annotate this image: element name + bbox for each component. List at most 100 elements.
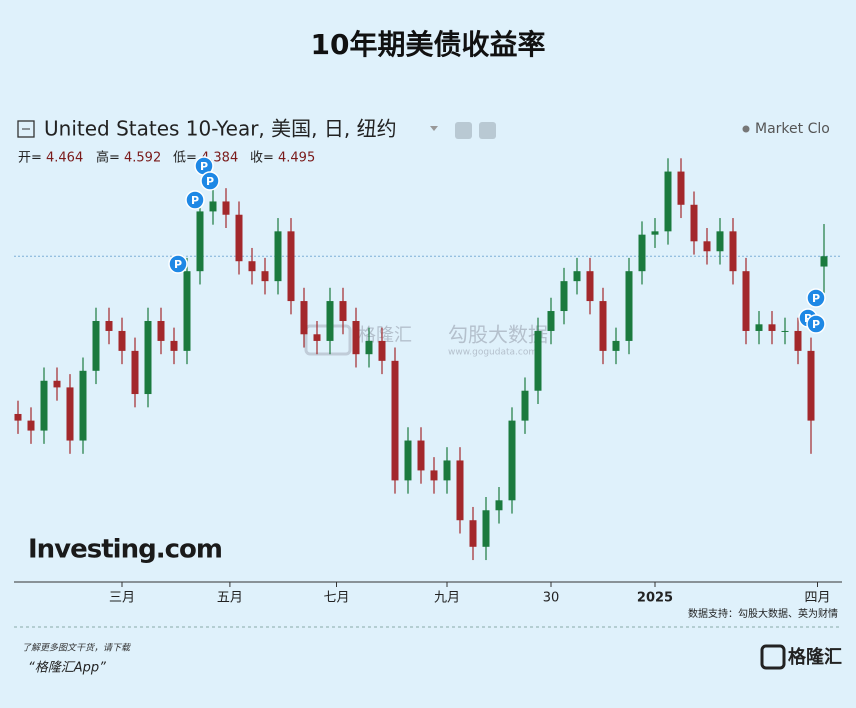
candle	[404, 427, 412, 494]
footer-source: 数据支持：勾股大数据、英为财情	[688, 607, 838, 620]
candle	[183, 257, 191, 365]
candle-body	[222, 201, 230, 215]
candle	[768, 311, 776, 345]
candle-body	[105, 320, 113, 331]
eye-icon[interactable]	[455, 122, 472, 139]
candle	[677, 158, 685, 219]
candle	[495, 487, 503, 524]
ohlc-high-label: 高=	[96, 150, 120, 166]
candle	[53, 367, 61, 401]
candle	[378, 327, 386, 375]
candle	[586, 257, 594, 315]
candle-body	[287, 231, 295, 302]
candle-body	[391, 360, 399, 481]
candle	[274, 218, 282, 295]
candle	[482, 496, 490, 561]
candle-body	[820, 256, 828, 267]
watermark-url: www.gogudata.com	[448, 348, 537, 358]
candle	[352, 307, 360, 368]
candle	[300, 287, 308, 348]
candle	[170, 327, 178, 365]
candle-body	[677, 171, 685, 205]
candle-body	[768, 324, 776, 331]
watermark-name: 勾股大数据	[448, 323, 548, 347]
event-marker[interactable]	[185, 190, 205, 210]
candle-body	[417, 440, 425, 471]
candle	[417, 427, 425, 484]
candle-body	[664, 171, 672, 232]
candle-body	[170, 340, 178, 351]
candle-body	[482, 510, 490, 547]
candle	[547, 297, 555, 345]
x-tick-label: 2025	[637, 591, 673, 606]
candle-body	[144, 320, 152, 395]
candle	[599, 287, 607, 365]
candle-body	[274, 231, 282, 282]
candle-body	[131, 350, 139, 395]
candle	[157, 307, 165, 355]
candle-body	[495, 500, 503, 511]
candle-body	[716, 231, 724, 252]
candle	[79, 357, 87, 454]
event-marker[interactable]	[806, 314, 826, 334]
candle-body	[703, 241, 711, 252]
candle-body	[625, 271, 633, 341]
event-marker[interactable]	[168, 254, 188, 274]
candle	[820, 224, 828, 294]
market-status: Market Clo	[755, 121, 830, 137]
candle-body	[781, 330, 789, 332]
candle-body	[560, 281, 568, 312]
collapse-icon[interactable]	[17, 120, 35, 138]
candle	[443, 447, 451, 494]
candle-body	[469, 520, 477, 547]
candle	[612, 327, 620, 365]
candle-body	[365, 340, 373, 355]
candle-body	[157, 320, 165, 341]
event-marker-label: P	[174, 258, 182, 271]
candle	[742, 257, 750, 345]
candle-body	[547, 311, 555, 331]
candle	[339, 287, 347, 335]
candle-body	[638, 234, 646, 272]
candle	[287, 218, 295, 315]
ohlc-close-label: 收=	[250, 151, 274, 166]
candle-body	[443, 460, 451, 481]
ohlc-open-label: 开=	[18, 151, 42, 166]
candle	[92, 307, 100, 385]
candle-body	[300, 301, 308, 335]
candle	[14, 400, 22, 434]
candle-body	[742, 271, 750, 331]
settings-icon[interactable]	[479, 122, 496, 139]
status-dot	[742, 125, 750, 133]
candle	[235, 201, 243, 275]
candle	[534, 317, 542, 405]
candle	[313, 320, 321, 355]
candle-body	[794, 330, 802, 351]
x-tick-label: 九月	[434, 591, 460, 606]
candle	[807, 337, 815, 454]
candle-body	[404, 440, 412, 481]
candle-body	[651, 231, 659, 235]
candle	[508, 407, 516, 514]
dropdown[interactable]	[430, 126, 438, 131]
candle	[365, 327, 373, 368]
candle-body	[66, 387, 74, 441]
candle	[456, 447, 464, 534]
candle	[690, 191, 698, 255]
chart-header: United States 10-Year, 美国, 日, 纽约	[44, 117, 397, 141]
candle	[638, 221, 646, 285]
candle	[651, 218, 659, 248]
x-tick-label: 七月	[323, 591, 349, 606]
candle-body	[690, 204, 698, 242]
candle-body	[573, 271, 581, 282]
footer-logo-icon	[760, 644, 786, 670]
candle-body	[456, 460, 464, 521]
candle-body	[209, 201, 217, 212]
candle	[703, 228, 711, 265]
candle	[248, 247, 256, 285]
event-marker[interactable]	[200, 171, 220, 191]
event-marker[interactable]	[806, 288, 826, 308]
candle	[40, 367, 48, 444]
ohlc-open: 4.464	[46, 151, 83, 166]
x-tick-label: 五月	[217, 591, 243, 606]
